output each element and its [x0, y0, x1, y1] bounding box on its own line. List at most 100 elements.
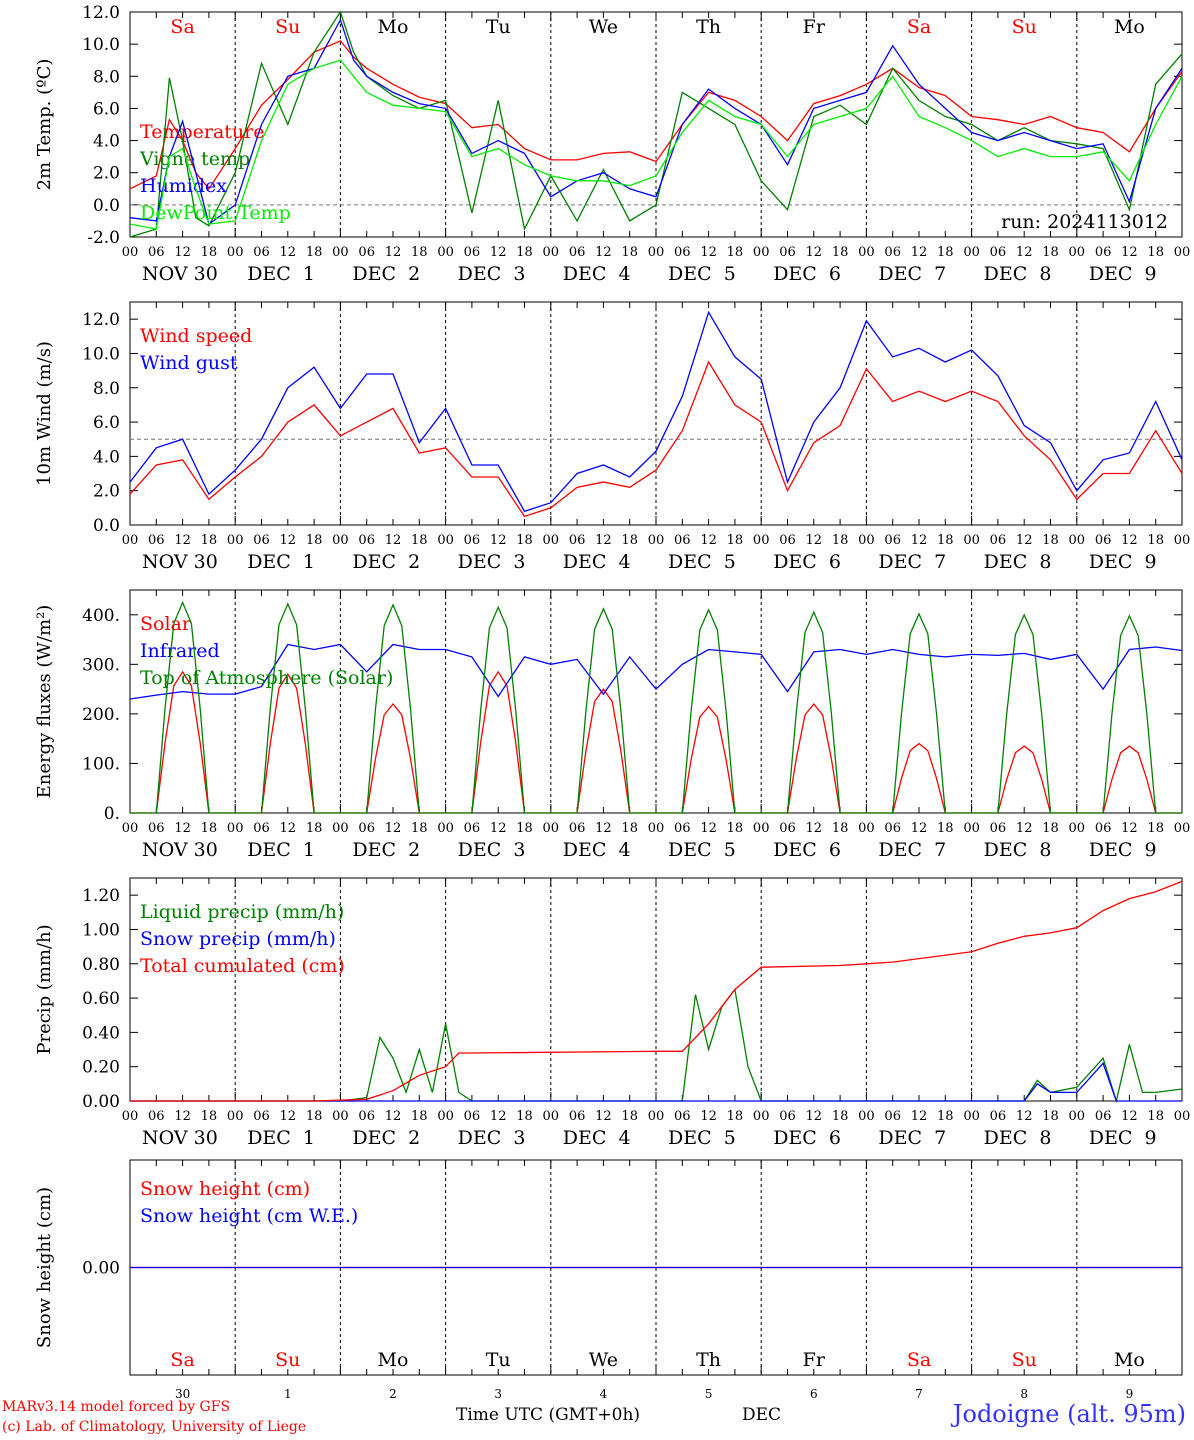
- hour-tick-label: 06: [358, 245, 375, 260]
- date-label: DEC 5: [668, 1127, 736, 1149]
- hour-tick-label: 12: [174, 245, 191, 260]
- hour-tick-label: 18: [727, 533, 744, 548]
- date-label: DEC 4: [563, 551, 631, 573]
- hour-tick-label: 06: [884, 533, 901, 548]
- hour-tick-label: 06: [148, 533, 165, 548]
- plot-frame: [129, 301, 1183, 526]
- hour-tick-label: 00: [648, 821, 665, 836]
- hour-tick-label: 12: [1121, 1109, 1138, 1124]
- hour-tick-label: 00: [753, 533, 770, 548]
- legend-entry: Humidex: [140, 175, 227, 197]
- date-label: DEC 5: [668, 551, 736, 573]
- hour-tick-label: 12: [911, 533, 928, 548]
- date-label: DEC 7: [878, 1127, 946, 1149]
- date-label: DEC 8: [984, 551, 1052, 573]
- hour-tick-label: 06: [884, 821, 901, 836]
- lab-credit: (c) Lab. of Climatology, University of L…: [2, 1419, 307, 1435]
- hour-tick-label: 00: [122, 1109, 139, 1124]
- y-tick-label: 4.0: [93, 447, 120, 467]
- hour-tick-label: 12: [174, 1109, 191, 1124]
- hour-tick-label: 18: [201, 245, 218, 260]
- hour-tick-label: 06: [148, 821, 165, 836]
- series-line-1: [129, 360, 1183, 518]
- day-number-label: 3: [494, 1387, 502, 1401]
- date-label: DEC 2: [352, 263, 420, 285]
- hour-tick-label: 00: [648, 245, 665, 260]
- model-credit: MARv3.14 model forced by GFS: [2, 1399, 231, 1415]
- hour-tick-label: 00: [543, 1109, 560, 1124]
- hour-tick-label: 00: [122, 245, 139, 260]
- hour-tick-label: 12: [1121, 245, 1138, 260]
- hour-tick-label: 18: [201, 533, 218, 548]
- y-tick-label: 0.00: [82, 1092, 120, 1112]
- hour-tick-label: 18: [516, 245, 533, 260]
- hour-tick-label: 00: [858, 245, 875, 260]
- y-tick-label: 0.20: [82, 1058, 120, 1078]
- hour-tick-label: 00: [543, 533, 560, 548]
- hour-tick-label: 12: [280, 245, 297, 260]
- hour-tick-label: 18: [306, 245, 323, 260]
- weekday-label-bottom: Sa: [907, 1349, 931, 1371]
- hour-tick-label: 00: [858, 821, 875, 836]
- y-axis-label: 2m Temp. (ºC): [34, 59, 55, 191]
- hour-tick-label: 00: [437, 245, 454, 260]
- hour-tick-label: 06: [1095, 533, 1112, 548]
- hour-tick-label: 18: [516, 533, 533, 548]
- hour-tick-label: 18: [937, 821, 954, 836]
- date-label: DEC 6: [773, 839, 841, 861]
- hour-tick-label: 06: [674, 1109, 691, 1124]
- hour-tick-label: 18: [1042, 1109, 1059, 1124]
- date-label: DEC 4: [563, 263, 631, 285]
- date-label: DEC 9: [1089, 1127, 1157, 1149]
- y-tick-label: 0.0: [93, 196, 120, 216]
- date-label: DEC 2: [352, 839, 420, 861]
- hour-tick-label: 06: [358, 1109, 375, 1124]
- hour-tick-label: 18: [306, 533, 323, 548]
- day-number-label: 8: [1020, 1387, 1028, 1401]
- hour-tick-label: 18: [937, 533, 954, 548]
- y-tick-label: 6.0: [93, 99, 120, 119]
- date-label: DEC 2: [352, 551, 420, 573]
- hour-tick-label: 12: [1016, 1109, 1033, 1124]
- hour-tick-label: 18: [832, 1109, 849, 1124]
- hour-tick-label: 12: [174, 821, 191, 836]
- hour-tick-label: 12: [595, 533, 612, 548]
- hour-tick-label: 18: [1147, 821, 1164, 836]
- hour-tick-label: 12: [280, 1109, 297, 1124]
- hour-tick-label: 06: [779, 533, 796, 548]
- legend-entry: Snow height (cm W.E.): [140, 1205, 358, 1227]
- y-axis-label: Energy fluxes (W/m²): [34, 605, 55, 799]
- hour-tick-label: 18: [411, 245, 428, 260]
- y-tick-label: 2.0: [93, 482, 120, 502]
- hour-tick-label: 00: [963, 821, 980, 836]
- hour-tick-label: 06: [569, 821, 586, 836]
- hour-tick-label: 00: [753, 245, 770, 260]
- y-tick-label: 0.80: [82, 955, 120, 975]
- y-tick-label: 0.0: [93, 516, 120, 536]
- y-tick-label: 1.20: [82, 886, 120, 906]
- hour-tick-label: 12: [174, 533, 191, 548]
- date-label: DEC 1: [247, 551, 315, 573]
- y-tick-label: 1.00: [82, 920, 120, 940]
- date-label: NOV 30: [142, 1127, 218, 1149]
- legend-entry: Wind speed: [140, 325, 252, 347]
- legend-entry: Top of Atmosphere (Solar): [140, 667, 393, 689]
- y-tick-label: -2.0: [87, 228, 120, 248]
- hour-tick-label: 06: [779, 1109, 796, 1124]
- hour-tick-label: 06: [148, 245, 165, 260]
- day-number-label: 30: [175, 1387, 190, 1401]
- legend-entry: Wind gust: [140, 352, 238, 374]
- date-label: NOV 30: [142, 263, 218, 285]
- weekday-label-bottom: Sa: [170, 1349, 194, 1371]
- hour-tick-label: 12: [911, 245, 928, 260]
- legend-entry: Snow precip (mm/h): [140, 928, 336, 950]
- hour-tick-label: 06: [464, 245, 481, 260]
- panel-5: 0.00 Snow height (cm) Snow height (cm) Snow…: [34, 1159, 1183, 1376]
- hour-tick-label: 00: [332, 245, 349, 260]
- y-tick-label: 400.: [82, 606, 120, 626]
- series-line-2: [129, 10, 1183, 238]
- hour-tick-label: 00: [963, 533, 980, 548]
- hour-tick-label: 00: [753, 1109, 770, 1124]
- hour-tick-label: 00: [543, 245, 560, 260]
- hour-tick-label: 12: [595, 245, 612, 260]
